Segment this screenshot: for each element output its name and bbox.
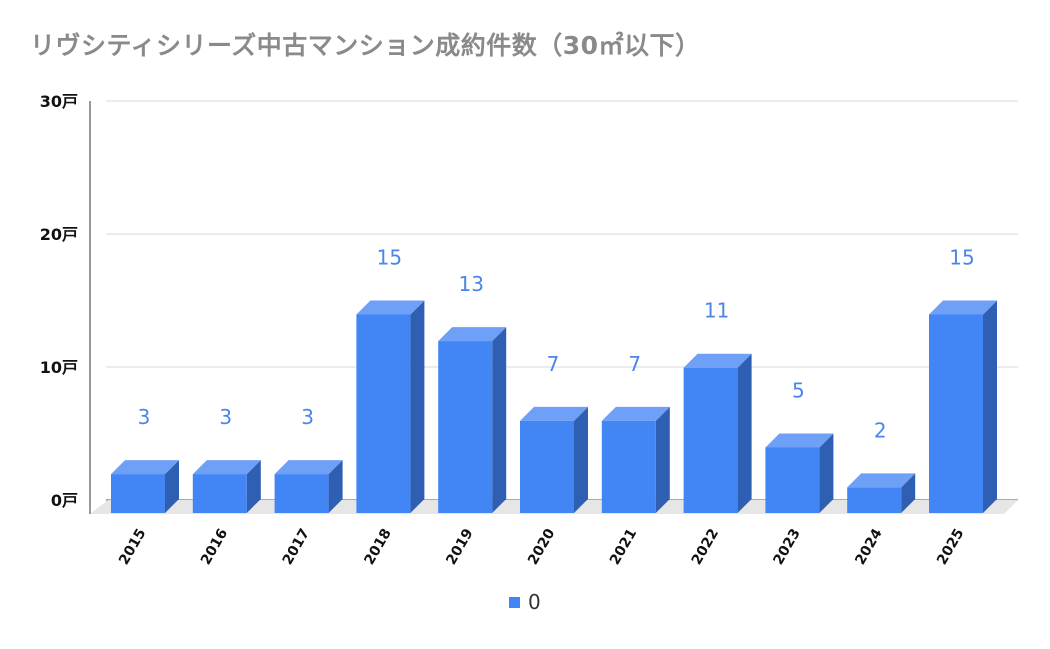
legend: 0 — [509, 590, 541, 614]
data-label: 15 — [949, 246, 974, 270]
bar-top — [438, 327, 507, 342]
x-tick-label: 2023 — [771, 526, 804, 568]
x-tick-labels: 2015 2016 2017 2018 2019 2020 2021 2022 2023 2024… — [116, 526, 967, 568]
x-tick-label: 2018 — [362, 526, 395, 568]
y-tick-label: 10戸 — [40, 358, 78, 377]
bar — [765, 433, 834, 513]
x-tick-label: 2022 — [689, 526, 722, 568]
bar-front — [274, 474, 329, 513]
bar-front — [929, 314, 983, 513]
bar-side — [737, 353, 752, 513]
data-label: 11 — [704, 299, 729, 323]
bar-top — [929, 300, 997, 315]
bar-side — [328, 460, 343, 513]
bar-front — [520, 420, 574, 513]
bar-side — [246, 460, 261, 513]
x-tick-label: 2021 — [607, 526, 640, 568]
bar-front — [438, 341, 493, 513]
x-tick-label: 2017 — [280, 526, 313, 568]
data-label: 3 — [138, 405, 151, 429]
bar-top — [520, 406, 588, 421]
bar — [520, 406, 588, 513]
bar-front — [765, 447, 820, 513]
bar — [683, 353, 752, 513]
x-tick-label: 2015 — [116, 526, 149, 568]
axes: 0戸 10戸 20戸 30戸 — [40, 92, 91, 514]
bar — [438, 327, 507, 513]
bar-front — [356, 314, 411, 513]
bar-side — [983, 300, 997, 513]
legend-label: 0 — [528, 590, 541, 614]
bar-front — [192, 474, 247, 513]
bar-front — [111, 474, 165, 513]
bar-top — [847, 473, 916, 488]
bar — [192, 460, 261, 513]
data-label: 7 — [547, 352, 560, 376]
bar-side — [574, 406, 588, 513]
y-tick-label: 20戸 — [40, 225, 78, 244]
bar-side — [492, 327, 507, 513]
bar — [356, 300, 425, 513]
x-tick-label: 2019 — [443, 526, 476, 568]
bar — [929, 300, 997, 513]
data-label: 3 — [301, 405, 314, 429]
x-tick-label: 2025 — [934, 526, 967, 568]
bar — [847, 473, 916, 513]
bars — [111, 300, 997, 513]
bar-side — [410, 300, 425, 513]
data-label: 7 — [628, 352, 641, 376]
bar-side — [819, 433, 834, 513]
bar — [111, 460, 179, 513]
x-tick-label: 2024 — [852, 526, 885, 568]
y-tick-label: 0戸 — [51, 491, 78, 510]
chart-title: リヴシティシリーズ中古マンション成約件数（30㎡以下） — [30, 31, 701, 60]
bar-top — [274, 460, 343, 475]
bar-front — [847, 487, 902, 513]
y-tick-label: 30戸 — [40, 92, 78, 111]
bar-top — [356, 300, 425, 315]
bar-top — [683, 353, 752, 368]
x-tick-label: 2016 — [198, 526, 231, 568]
data-label: 13 — [458, 272, 483, 296]
legend-swatch — [509, 597, 520, 608]
bar — [274, 460, 343, 513]
bar-top — [601, 406, 670, 421]
x-tick-label: 2020 — [525, 526, 558, 568]
bar-top — [765, 433, 834, 448]
bar-side — [165, 460, 179, 513]
bar — [601, 406, 670, 513]
data-label: 3 — [219, 405, 232, 429]
data-label: 15 — [377, 246, 402, 270]
bar-front — [601, 420, 656, 513]
data-labels: 3 3 3 15 13 7 7 11 5 2 15 — [138, 246, 975, 443]
data-label: 5 — [792, 379, 805, 403]
bar-side — [655, 406, 670, 513]
bar-front — [683, 367, 738, 513]
data-label: 2 — [874, 418, 887, 442]
bar-top — [192, 460, 261, 475]
bar-side — [901, 473, 916, 513]
bar-top — [111, 460, 179, 475]
